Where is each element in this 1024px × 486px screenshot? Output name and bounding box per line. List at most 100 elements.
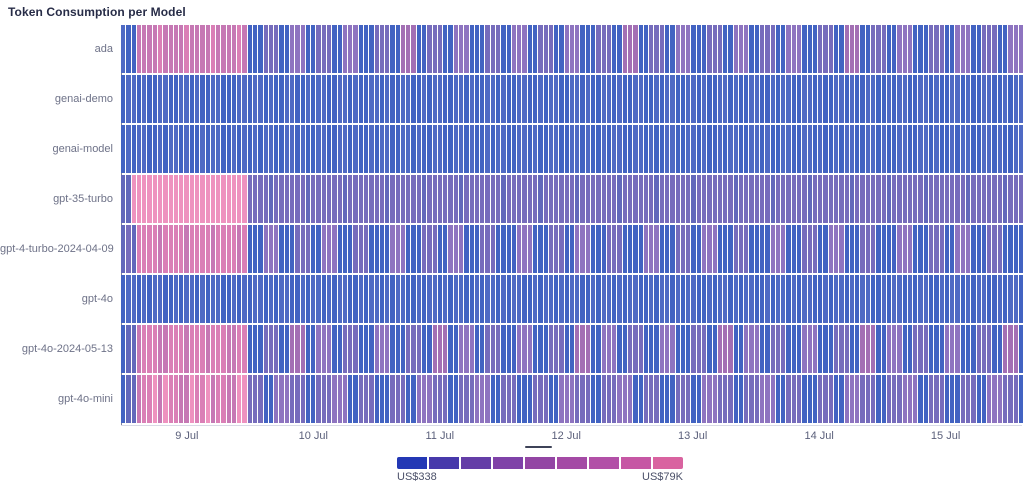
heatmap-cell[interactable]: [707, 75, 712, 123]
heatmap-cell[interactable]: [353, 75, 358, 123]
heatmap-cell[interactable]: [411, 75, 416, 123]
heatmap-cell[interactable]: [274, 125, 279, 173]
heatmap-cell[interactable]: [305, 275, 311, 323]
heatmap-cell[interactable]: [797, 125, 802, 173]
heatmap-cell[interactable]: [522, 25, 527, 73]
heatmap-cell[interactable]: [818, 375, 823, 423]
heatmap-cell[interactable]: [870, 225, 876, 273]
heatmap-cell[interactable]: [448, 225, 453, 273]
heatmap-cell[interactable]: [253, 75, 258, 123]
heatmap-cell[interactable]: [892, 225, 897, 273]
heatmap-cell[interactable]: [506, 275, 511, 323]
heatmap-cell[interactable]: [775, 275, 781, 323]
heatmap-cell[interactable]: [654, 75, 659, 123]
heatmap-cell[interactable]: [300, 375, 305, 423]
heatmap-cell[interactable]: [659, 125, 664, 173]
heatmap-cell[interactable]: [385, 125, 390, 173]
heatmap-cell[interactable]: [237, 25, 242, 73]
heatmap-cell[interactable]: [427, 175, 432, 223]
heatmap-cell[interactable]: [944, 75, 950, 123]
heatmap-cell[interactable]: [358, 325, 363, 373]
heatmap-cell[interactable]: [406, 375, 411, 423]
heatmap-cell[interactable]: [279, 75, 284, 123]
heatmap-cell[interactable]: [511, 325, 517, 373]
heatmap-cell[interactable]: [459, 175, 464, 223]
heatmap-cell[interactable]: [152, 25, 157, 73]
heatmap-cell[interactable]: [216, 25, 221, 73]
heatmap-cell[interactable]: [675, 275, 680, 323]
heatmap-cell[interactable]: [136, 375, 142, 423]
heatmap-cell[interactable]: [860, 375, 865, 423]
heatmap-cell[interactable]: [400, 375, 406, 423]
heatmap-cell[interactable]: [1008, 125, 1013, 173]
heatmap-cell[interactable]: [696, 325, 701, 373]
heatmap-cell[interactable]: [295, 175, 300, 223]
heatmap-cell[interactable]: [437, 175, 443, 223]
heatmap-cell[interactable]: [268, 75, 274, 123]
heatmap-cell[interactable]: [395, 25, 400, 73]
heatmap-cell[interactable]: [575, 325, 580, 373]
heatmap-cell[interactable]: [305, 225, 311, 273]
heatmap-cell[interactable]: [485, 325, 490, 373]
heatmap-cell[interactable]: [929, 125, 934, 173]
heatmap-cell[interactable]: [992, 175, 997, 223]
heatmap-cell[interactable]: [960, 75, 965, 123]
heatmap-cell[interactable]: [131, 325, 136, 373]
heatmap-cell[interactable]: [506, 375, 511, 423]
heatmap-cell[interactable]: [126, 75, 131, 123]
heatmap-cell[interactable]: [654, 225, 659, 273]
heatmap-cell[interactable]: [775, 375, 781, 423]
heatmap-cell[interactable]: [696, 75, 701, 123]
heatmap-cell[interactable]: [290, 275, 295, 323]
heatmap-cell[interactable]: [770, 275, 775, 323]
heatmap-cell[interactable]: [379, 325, 385, 373]
heatmap-cell[interactable]: [1002, 375, 1008, 423]
heatmap-cell[interactable]: [390, 275, 395, 323]
heatmap-cell[interactable]: [548, 325, 554, 373]
heatmap-cell[interactable]: [422, 325, 427, 373]
heatmap-cell[interactable]: [326, 75, 332, 123]
heatmap-cell[interactable]: [231, 275, 237, 323]
heatmap-cell[interactable]: [326, 175, 332, 223]
heatmap-cell[interactable]: [400, 25, 406, 73]
heatmap-cell[interactable]: [194, 75, 200, 123]
heatmap-cell[interactable]: [601, 275, 606, 323]
heatmap-cell[interactable]: [950, 225, 955, 273]
heatmap-cell[interactable]: [844, 125, 849, 173]
heatmap-cell[interactable]: [295, 375, 300, 423]
heatmap-cell[interactable]: [321, 325, 326, 373]
heatmap-cell[interactable]: [321, 175, 326, 223]
heatmap-cell[interactable]: [1013, 125, 1018, 173]
heatmap-cell[interactable]: [406, 175, 411, 223]
heatmap-cell[interactable]: [464, 325, 469, 373]
heatmap-cell[interactable]: [886, 125, 892, 173]
heatmap-cell[interactable]: [495, 325, 501, 373]
heatmap-cell[interactable]: [802, 375, 807, 423]
heatmap-cell[interactable]: [686, 75, 691, 123]
heatmap-cell[interactable]: [538, 25, 543, 73]
heatmap-cell[interactable]: [501, 125, 506, 173]
heatmap-cell[interactable]: [142, 125, 147, 173]
heatmap-cell[interactable]: [680, 125, 686, 173]
heatmap-cell[interactable]: [385, 275, 390, 323]
heatmap-cell[interactable]: [279, 225, 284, 273]
heatmap-cell[interactable]: [495, 125, 501, 173]
heatmap-cell[interactable]: [855, 225, 860, 273]
heatmap-cell[interactable]: [527, 175, 532, 223]
heatmap-cell[interactable]: [142, 275, 147, 323]
heatmap-cell[interactable]: [490, 275, 495, 323]
heatmap-cell[interactable]: [189, 175, 194, 223]
heatmap-cell[interactable]: [686, 175, 691, 223]
heatmap-cell[interactable]: [612, 75, 617, 123]
heatmap-cell[interactable]: [622, 75, 627, 123]
heatmap-cell[interactable]: [659, 175, 664, 223]
heatmap-cell[interactable]: [437, 225, 443, 273]
heatmap-cell[interactable]: [1018, 175, 1024, 223]
heatmap-cell[interactable]: [532, 275, 538, 323]
heatmap-cell[interactable]: [422, 175, 427, 223]
heatmap-cell[interactable]: [691, 175, 696, 223]
heatmap-cell[interactable]: [173, 75, 179, 123]
heatmap-cell[interactable]: [897, 125, 902, 173]
heatmap-cell[interactable]: [818, 175, 823, 223]
heatmap-cell[interactable]: [263, 225, 268, 273]
